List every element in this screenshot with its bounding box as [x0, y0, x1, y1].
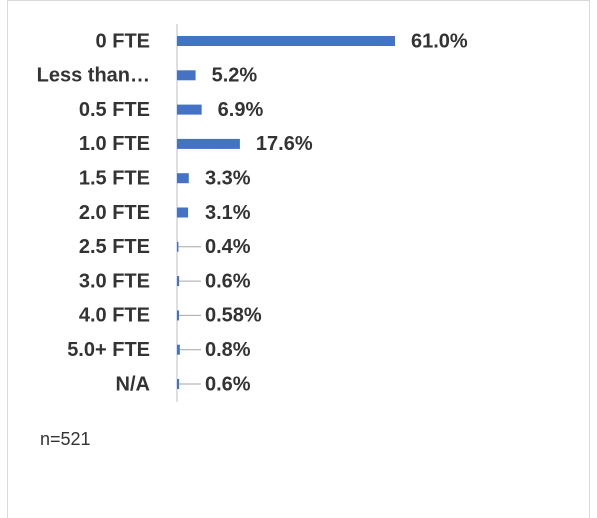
data-label: 0.6% — [205, 373, 251, 395]
category-label: 2.5 FTE — [79, 236, 150, 258]
data-label: 0.6% — [205, 270, 251, 292]
category-label: 1.5 FTE — [79, 167, 150, 189]
data-label: 3.3% — [205, 167, 251, 189]
bar — [177, 207, 189, 218]
bar — [177, 241, 179, 252]
data-label: 5.2% — [212, 65, 258, 87]
category-label: 3.0 FTE — [79, 270, 150, 292]
category-label: 2.0 FTE — [79, 202, 150, 224]
bar — [177, 344, 180, 355]
bar — [177, 379, 180, 389]
category-label: 1.0 FTE — [79, 133, 150, 155]
category-label: 4.0 FTE — [79, 305, 150, 327]
bar — [177, 310, 180, 321]
category-label: 0.5 FTE — [79, 99, 150, 121]
category-label: 0 FTE — [96, 30, 150, 52]
annotation: n=521 — [40, 429, 91, 449]
bar — [177, 138, 240, 149]
category-label: 5.0+ FTE — [67, 339, 150, 361]
bar — [177, 104, 202, 115]
bar — [177, 70, 196, 81]
data-label: 6.9% — [218, 99, 264, 121]
chart-frame — [7, 0, 590, 518]
data-label: 0.8% — [205, 339, 251, 361]
data-label: 61.0% — [411, 30, 468, 52]
data-label: 3.1% — [205, 202, 251, 224]
data-label: 17.6% — [256, 133, 313, 155]
data-label: 0.4% — [205, 236, 251, 258]
bar — [177, 36, 395, 46]
bar — [177, 173, 189, 184]
category-label: Less than… — [37, 65, 150, 87]
bar — [177, 276, 180, 287]
category-label: N/A — [116, 373, 150, 395]
data-label: 0.58% — [205, 305, 262, 327]
